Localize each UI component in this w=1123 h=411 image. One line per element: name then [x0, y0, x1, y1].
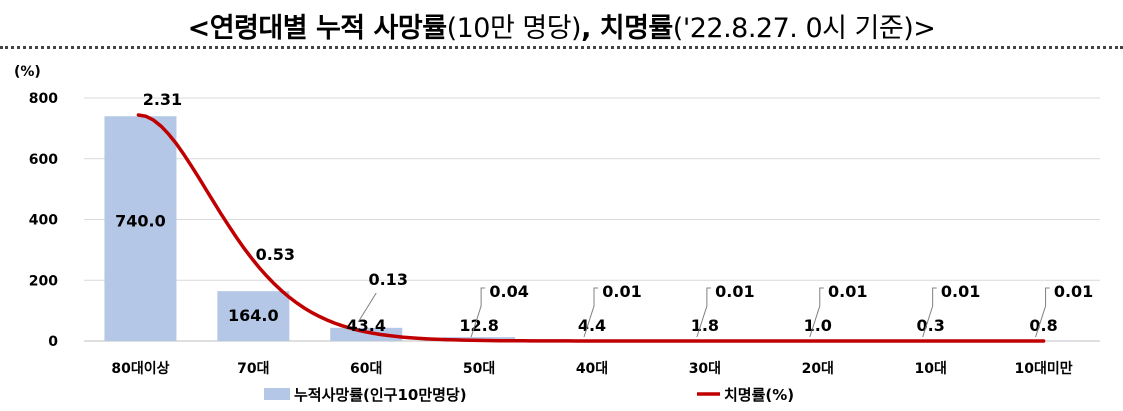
bar [104, 116, 177, 341]
leader-line [696, 287, 711, 338]
x-tick-label: 10대미만 [1014, 361, 1072, 377]
bar-series [104, 116, 1080, 341]
y-tick-label: 600 [29, 152, 58, 168]
y-tick-label: 800 [29, 91, 58, 107]
leader-line [583, 287, 598, 338]
rate-value-label: 0.01 [602, 282, 641, 301]
bar-value-label: 1.0 [804, 316, 832, 335]
legend-line-label: 치명률(%) [724, 386, 794, 404]
title-rate: , 치명률 [581, 13, 673, 44]
leader-line [1035, 287, 1050, 338]
bar-value-label: 0.8 [1029, 316, 1057, 335]
rate-data-labels: 2.31 0.53 0.13 0.04 0.01 0.01 0.01 0.01 0.01 [143, 90, 1093, 338]
leader-line [357, 292, 377, 323]
x-tick-label: 80대이상 [111, 360, 169, 377]
x-tick-label: 20대 [802, 361, 834, 377]
rate-value-label: 0.01 [1054, 282, 1093, 301]
bar [217, 291, 290, 341]
x-tick-label: 40대 [576, 361, 608, 377]
rate-value-label: 0.01 [941, 282, 980, 301]
x-tick-label: 50대 [463, 361, 495, 377]
rate-value-label: 0.01 [828, 282, 867, 301]
bar-value-label: 0.3 [916, 316, 944, 335]
y-tick-label: 400 [29, 213, 58, 229]
y-tick-label: 0 [48, 334, 58, 350]
rate-value-label: 2.31 [143, 90, 182, 109]
bar-value-label: 164.0 [228, 306, 279, 325]
x-axis: 80대이상 70대 60대 50대 40대 30대 20대 10대 10대미만 [111, 360, 1072, 377]
legend-bar-label: 누적사망률(인구10만명당) [294, 386, 467, 404]
legend: 누적사망률(인구10만명당) 치명률(%) [264, 386, 794, 404]
bar-value-label: 43.4 [346, 316, 385, 335]
chart-title: <연령대별 누적 사망률(10만 명당), 치명률('22.8.27. 0시 기… [0, 6, 1123, 45]
x-tick-label: 60대 [350, 361, 382, 377]
title-date: ('22.8.27. 0시 기준)> [672, 13, 936, 44]
rate-value-label: 0.53 [256, 245, 295, 264]
title-main: <연령대별 누적 사망률 [187, 13, 447, 44]
bar-value-label: 12.8 [459, 316, 498, 335]
bar [330, 327, 403, 341]
bar-value-label: 1.8 [691, 316, 719, 335]
rate-value-label: 0.13 [368, 270, 407, 289]
bar-value-label: 4.4 [578, 316, 606, 335]
bar-data-labels: 740.0 164.0 43.4 12.8 4.4 1.8 1.0 0.3 0.8 [115, 212, 1058, 335]
bar-value-label: 740.0 [115, 212, 166, 231]
y-axis: 0 200 400 600 800 (%) [14, 64, 58, 350]
leader-line [922, 287, 937, 338]
leader-line [809, 287, 824, 338]
y-unit-label: (%) [14, 64, 41, 80]
y-tick-label: 200 [29, 273, 58, 289]
rate-value-label: 0.04 [489, 282, 528, 301]
x-tick-label: 30대 [689, 361, 721, 377]
legend-bar-swatch [264, 388, 290, 400]
title-unit: (10만 명당) [446, 13, 582, 44]
x-tick-label: 70대 [237, 361, 269, 377]
title-divider [0, 46, 1123, 49]
rate-line [136, 113, 1046, 343]
x-tick-label: 10대 [914, 361, 946, 377]
rate-value-label: 0.01 [715, 282, 754, 301]
leader-line [470, 287, 486, 338]
line-series [136, 113, 1046, 343]
